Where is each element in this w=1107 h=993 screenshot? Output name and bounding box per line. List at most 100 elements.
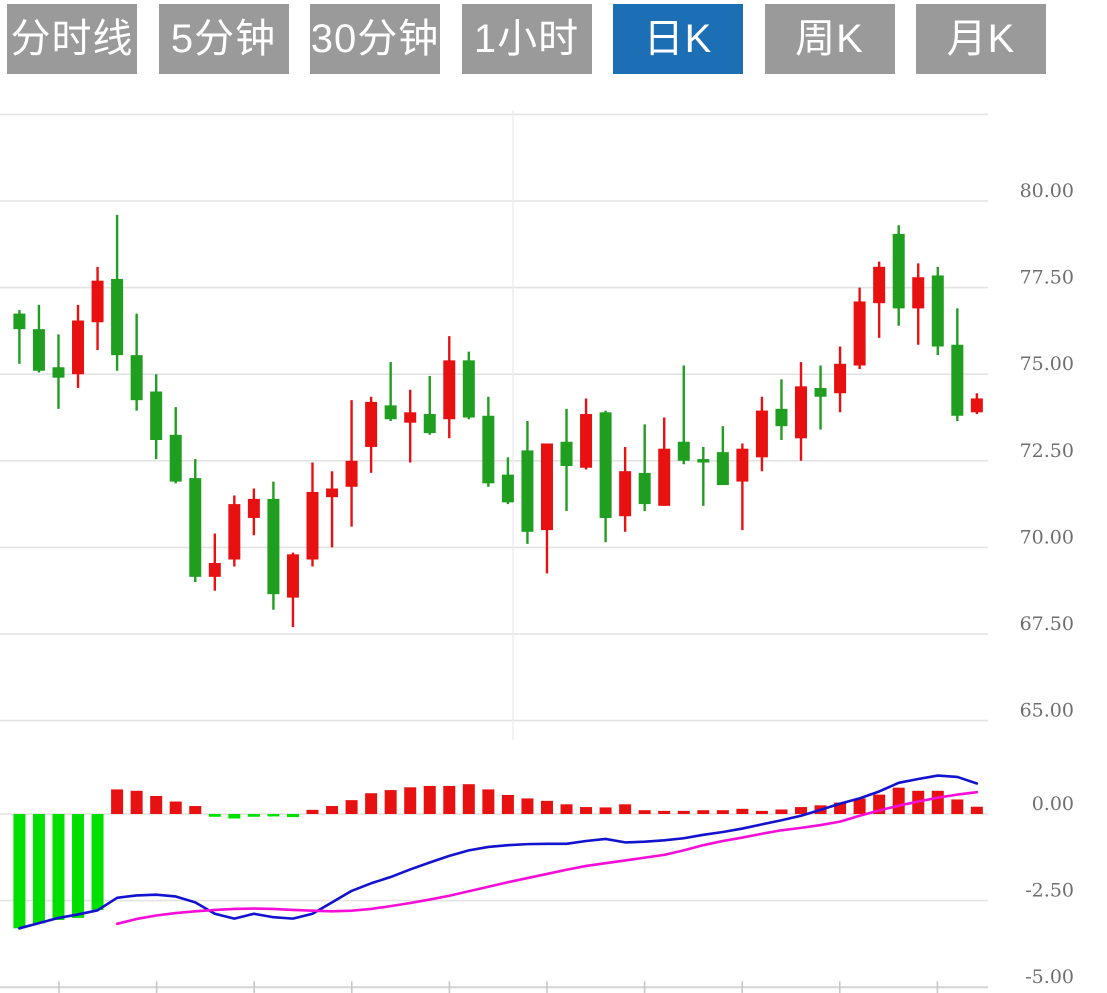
macd-bar xyxy=(130,790,143,814)
macd-gridlines xyxy=(0,813,988,993)
price-axis-label: 75.00 xyxy=(1020,353,1074,375)
macd-bar xyxy=(91,814,104,910)
candle xyxy=(834,346,847,413)
candle xyxy=(443,336,456,439)
price-axis-label: 65.00 xyxy=(1020,700,1074,722)
macd-bar xyxy=(834,802,847,814)
macd-bar xyxy=(638,810,651,814)
macd-bar xyxy=(169,801,182,814)
candle xyxy=(892,225,905,326)
candle xyxy=(638,424,651,512)
macd-bar xyxy=(775,809,788,814)
macd-bar xyxy=(540,800,553,814)
macd-bar xyxy=(677,810,690,814)
dea-line xyxy=(115,790,979,926)
price-axis-labels: 80.00 77.50 75.00 72.50 70.00 67.50 65.00 xyxy=(1020,180,1074,722)
candle xyxy=(169,407,182,484)
macd-bar xyxy=(247,814,260,817)
macd-bar xyxy=(795,807,807,814)
macd-bar xyxy=(482,789,495,814)
candle xyxy=(795,362,807,461)
candle xyxy=(619,446,632,532)
candle xyxy=(462,351,475,420)
macd-bar xyxy=(853,798,866,814)
macd-bar xyxy=(111,789,124,814)
macd-bar xyxy=(892,787,905,814)
price-axis-label: 67.50 xyxy=(1020,613,1074,635)
macd-bar xyxy=(716,810,729,814)
macd-bar xyxy=(404,787,417,814)
candle xyxy=(501,457,514,505)
candle xyxy=(286,552,299,628)
candle xyxy=(931,266,944,356)
candle xyxy=(716,426,729,486)
price-axis-label: 77.50 xyxy=(1020,267,1074,289)
candle xyxy=(32,304,45,373)
macd-bar xyxy=(697,810,710,814)
macd-bar xyxy=(755,810,768,814)
dif-line xyxy=(18,774,979,930)
candle xyxy=(521,420,534,544)
candle xyxy=(736,443,749,531)
candle xyxy=(189,459,202,583)
macd-bar xyxy=(189,806,202,814)
candle xyxy=(853,287,866,370)
tab-1hour[interactable]: 1小时 xyxy=(461,4,592,74)
macd-axis-labels: 0.00 -2.50 -5.00 xyxy=(1025,793,1074,988)
macd-bar xyxy=(970,806,983,814)
candle xyxy=(150,374,163,460)
macd-bar xyxy=(423,785,436,814)
macd-bar xyxy=(13,814,26,929)
candle xyxy=(326,471,339,548)
period-toolbar: 分时线 5分钟 30分钟 1小时 日K 周K 月K xyxy=(7,4,1046,74)
macd-histogram xyxy=(13,784,983,929)
tab-monthly-k[interactable]: 月K xyxy=(916,4,1046,74)
candle xyxy=(404,389,417,463)
macd-bar xyxy=(462,784,475,814)
tab-daily-k[interactable]: 日K xyxy=(613,4,743,74)
candle xyxy=(52,334,65,409)
macd-bar xyxy=(599,807,612,814)
macd-bar xyxy=(32,814,45,924)
price-axis-label: 72.50 xyxy=(1020,440,1074,462)
candle xyxy=(677,365,690,465)
tab-timeshare-line[interactable]: 分时线 xyxy=(7,4,137,74)
tab-5min[interactable]: 5分钟 xyxy=(158,4,289,74)
candle xyxy=(697,446,710,506)
candle xyxy=(658,417,671,506)
macd-bar xyxy=(267,814,280,817)
macd-bar xyxy=(443,785,456,814)
candle xyxy=(775,379,788,441)
candle xyxy=(482,396,495,487)
candle xyxy=(130,313,143,411)
macd-bar xyxy=(365,793,378,814)
macd-bar xyxy=(736,808,749,814)
tab-weekly-k[interactable]: 周K xyxy=(764,4,895,74)
candle xyxy=(13,310,26,364)
candle xyxy=(814,365,827,430)
macd-bar xyxy=(286,814,299,818)
macd-bar xyxy=(208,814,221,817)
macd-bar xyxy=(384,790,397,814)
price-axis-label: 80.00 xyxy=(1020,180,1074,202)
candle xyxy=(951,308,964,421)
macd-axis-label: -5.00 xyxy=(1025,966,1074,988)
candle xyxy=(912,263,925,345)
price-axis-label: 70.00 xyxy=(1020,526,1074,548)
macd-bar xyxy=(580,807,593,814)
macd-bar xyxy=(501,794,514,814)
tab-30min[interactable]: 30分钟 xyxy=(310,4,440,74)
candle xyxy=(970,393,983,415)
candle xyxy=(873,261,886,338)
candle xyxy=(267,481,280,610)
macd-bar xyxy=(150,795,163,814)
candle xyxy=(111,214,124,371)
candle xyxy=(91,266,104,350)
macd-bar xyxy=(560,804,573,814)
macd-bar xyxy=(326,806,339,814)
macd-bar xyxy=(931,790,944,814)
candle xyxy=(247,488,260,536)
candle xyxy=(560,408,573,512)
